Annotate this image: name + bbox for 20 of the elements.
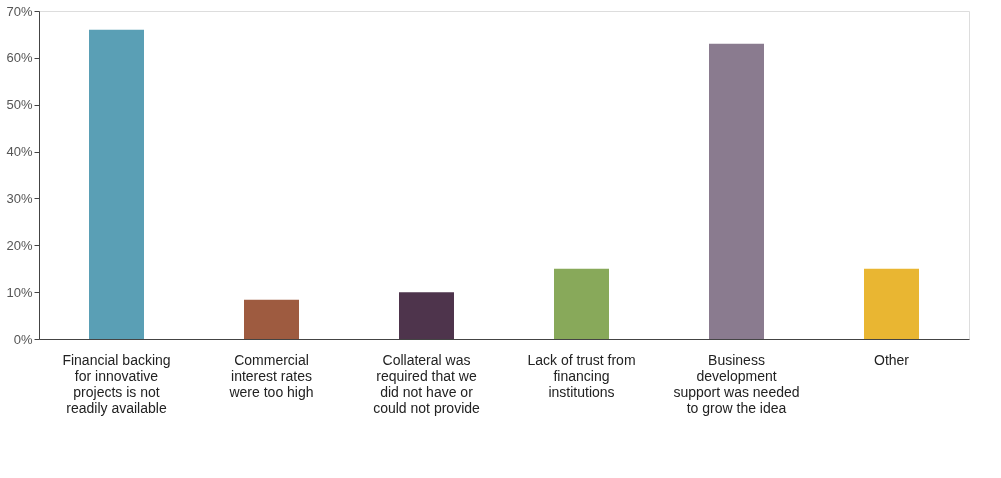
bar: [864, 268, 919, 339]
y-tick-label: 10%: [6, 284, 33, 300]
y-tick-label: 50%: [6, 97, 33, 113]
bar: [244, 299, 299, 339]
bar: [89, 29, 144, 339]
x-tick-label: Lack of trust from financing institutions: [527, 351, 636, 400]
x-tick-label: Financial backing for innovative projects is not readily available: [62, 351, 171, 416]
y-tick-label: 60%: [6, 50, 33, 66]
y-tick-label: 0%: [13, 331, 33, 347]
y-tick-label: 20%: [6, 237, 33, 253]
x-tick-label: Collateral was required that we did not have or could not provide: [373, 351, 481, 416]
x-tick-label: Other: [873, 351, 910, 368]
y-tick-label: 70%: [6, 3, 33, 19]
x-tick-label: Commercial interest rates were too high: [228, 351, 314, 400]
y-tick-label: 30%: [6, 190, 33, 206]
bar: [709, 43, 764, 339]
bar: [554, 268, 609, 339]
bar: [399, 292, 454, 339]
y-tick-label: 40%: [6, 144, 33, 160]
x-tick-label: Business development support was needed to grow the idea: [673, 351, 800, 416]
